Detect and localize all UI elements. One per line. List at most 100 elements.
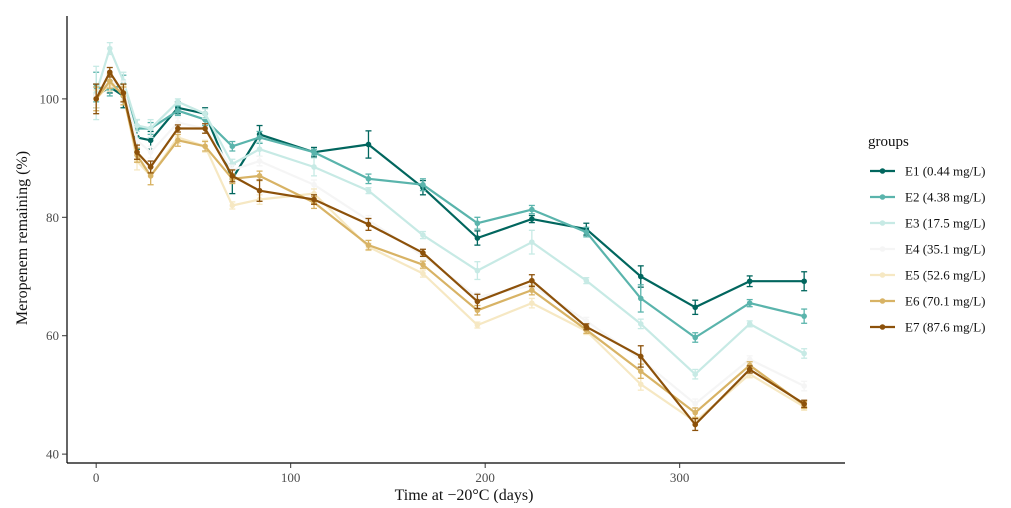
data-point	[637, 321, 644, 327]
data-point	[637, 353, 644, 360]
data-point	[256, 173, 263, 179]
data-point	[801, 278, 807, 285]
data-point	[175, 99, 181, 105]
data-point	[583, 324, 590, 330]
series-7	[93, 66, 808, 432]
data-point	[175, 119, 181, 126]
x-tick-label: 0	[93, 470, 100, 485]
data-point	[692, 421, 699, 428]
series-1	[93, 80, 808, 316]
data-point	[106, 78, 113, 84]
legend: groups E1 (0.44 mg/L) E2 (4.38 mg/L) E3 (1…	[868, 134, 986, 335]
legend-label: E6 (70.1 mg/L)	[905, 294, 986, 309]
data-point	[147, 137, 154, 144]
data-point	[202, 125, 208, 132]
data-point	[175, 125, 181, 132]
data-point	[134, 122, 140, 129]
y-tick-label: 80	[46, 210, 59, 225]
plot-area	[93, 41, 808, 432]
legend-label: E5 (52.6 mg/L)	[905, 268, 986, 283]
data-point	[529, 277, 535, 284]
data-point	[106, 69, 113, 76]
data-point	[746, 366, 753, 373]
data-point	[746, 278, 753, 285]
data-point	[311, 196, 317, 203]
data-point	[801, 313, 807, 319]
x-tick-label: 300	[670, 470, 690, 485]
data-point	[746, 321, 753, 327]
x-tick-label: 100	[281, 470, 301, 485]
legend-key-point	[879, 324, 886, 330]
data-point	[229, 173, 236, 179]
data-point	[202, 110, 208, 117]
legend-label: E4 (35.1 mg/L)	[905, 242, 986, 257]
data-point	[637, 295, 644, 302]
data-point	[474, 298, 481, 305]
y-tick-label: 60	[46, 328, 59, 343]
data-point	[420, 181, 426, 188]
data-point	[256, 187, 263, 194]
data-point	[474, 235, 481, 241]
legend-key-point	[879, 168, 886, 174]
data-point	[637, 368, 644, 375]
data-point	[365, 242, 372, 248]
data-point	[120, 90, 127, 96]
data-point	[529, 287, 535, 293]
series-6	[93, 73, 808, 419]
data-point	[365, 221, 372, 228]
legend-label: E1 (0.44 mg/L)	[905, 164, 986, 179]
data-point	[311, 149, 317, 155]
data-point	[420, 270, 426, 277]
data-point	[256, 134, 263, 141]
data-point	[637, 381, 644, 388]
data-point	[420, 232, 426, 238]
data-point	[801, 350, 807, 357]
data-point	[311, 164, 317, 170]
data-point	[202, 143, 208, 150]
series-line	[95, 79, 805, 414]
data-point	[420, 250, 426, 256]
data-point	[175, 107, 181, 114]
y-axis-title: Meropenem remaining (%)	[14, 151, 31, 325]
data-point	[147, 173, 154, 179]
x-tick-label: 200	[475, 470, 495, 485]
data-point	[692, 334, 699, 341]
data-point	[365, 187, 372, 194]
data-point	[529, 216, 535, 222]
data-point	[801, 383, 807, 389]
data-point	[365, 141, 372, 148]
data-point	[147, 164, 154, 170]
data-point	[420, 261, 426, 268]
data-point	[746, 300, 753, 306]
data-point	[746, 356, 753, 363]
data-point	[529, 300, 535, 306]
legend-label: E3 (17.5 mg/L)	[905, 216, 986, 231]
data-point	[692, 409, 699, 416]
data-point	[229, 202, 236, 209]
data-point	[583, 318, 590, 324]
data-point	[311, 181, 317, 188]
legend-key-point	[879, 246, 886, 252]
legend-title: groups	[868, 134, 909, 150]
data-point	[175, 137, 181, 144]
legend-key-point	[879, 220, 886, 226]
legend-key-point	[879, 272, 886, 278]
legend-key-point	[879, 194, 886, 200]
data-point	[692, 400, 699, 407]
data-point	[474, 267, 481, 274]
data-point	[474, 220, 481, 227]
x-axis-title: Time at −20°C (days)	[395, 487, 534, 503]
data-point	[93, 96, 99, 102]
data-point	[692, 304, 699, 311]
data-point	[147, 149, 154, 155]
data-point	[134, 149, 140, 155]
data-point	[692, 371, 699, 377]
legend-label: E7 (87.6 mg/L)	[905, 320, 986, 335]
y-tick-label: 100	[40, 91, 60, 106]
legend-label: E2 (4.38 mg/L)	[905, 190, 986, 205]
legend-key-point	[879, 298, 886, 304]
data-point	[529, 206, 535, 213]
data-point	[147, 125, 154, 132]
data-point	[256, 146, 263, 153]
